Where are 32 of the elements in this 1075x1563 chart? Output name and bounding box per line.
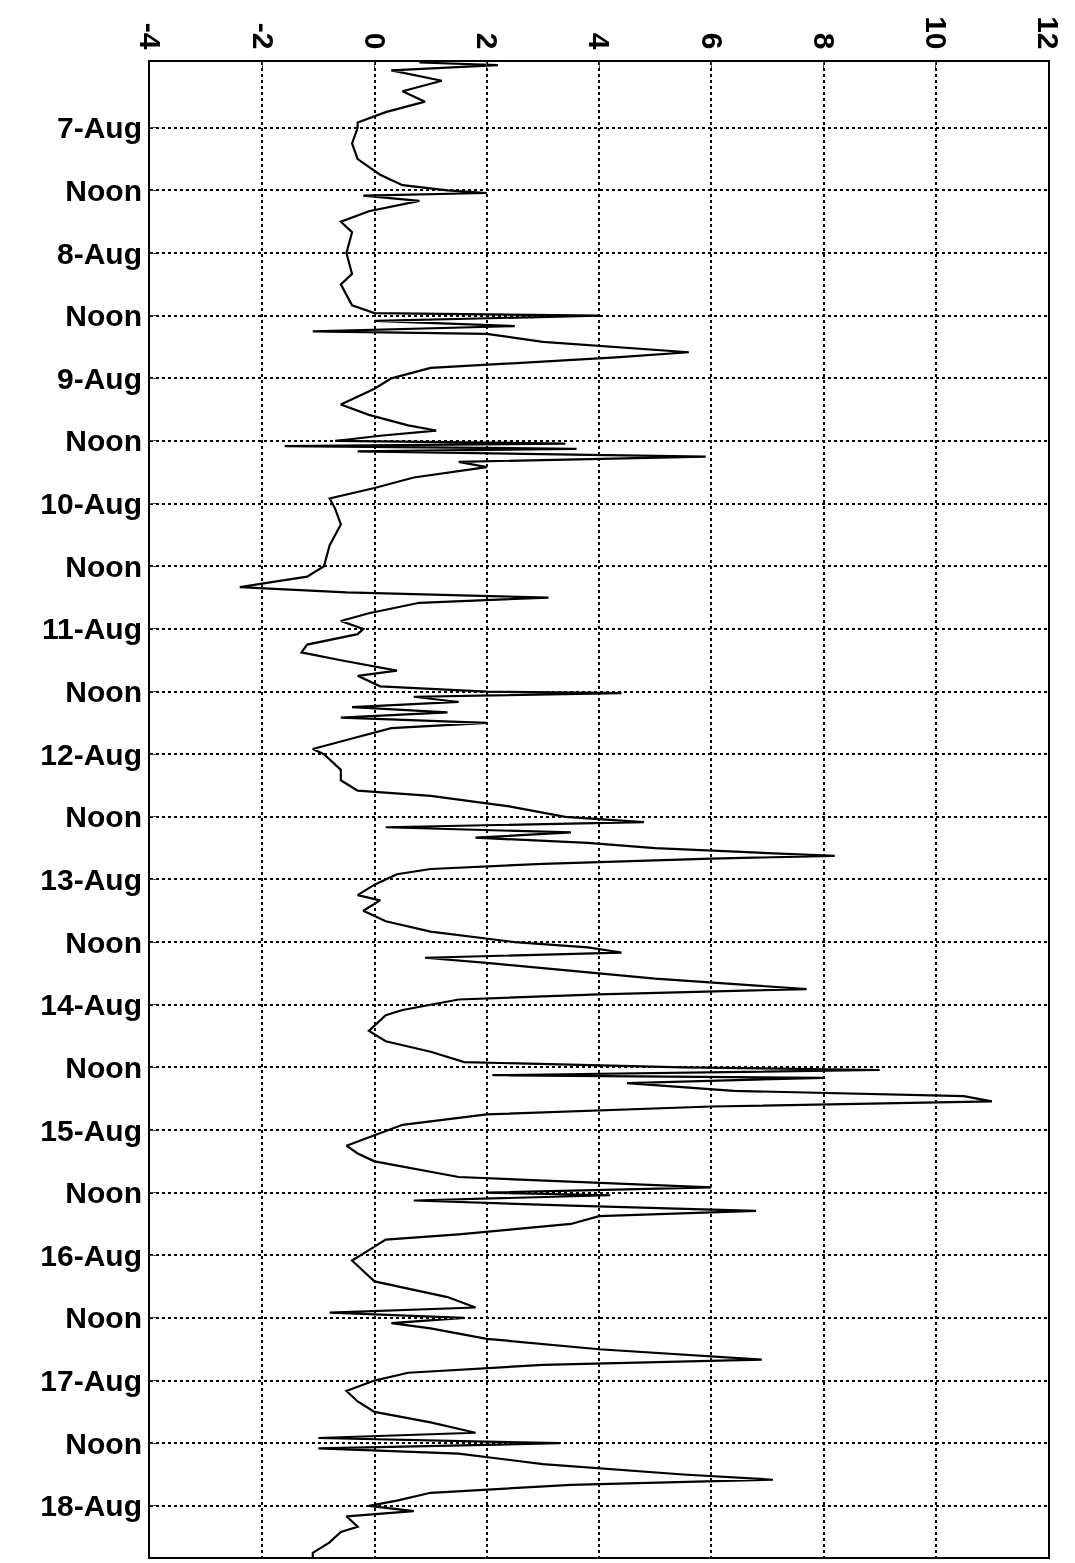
y-tick-label: Noon [65, 1301, 142, 1335]
x-tick-label: -2 [246, 22, 280, 50]
x-tick-label: 4 [583, 32, 617, 50]
y-tick-label: Noon [65, 925, 142, 959]
y-tick-label: Noon [65, 299, 142, 333]
y-tick-label: Noon [65, 424, 142, 458]
y-tick-label: 14-Aug [40, 988, 142, 1022]
x-tick-label: 10 [920, 16, 953, 50]
y-tick-label: 16-Aug [40, 1238, 142, 1272]
y-tick-label: 12-Aug [40, 737, 142, 771]
x-tick-label: 0 [358, 32, 392, 50]
y-tick-label: 10-Aug [40, 487, 142, 521]
y-tick-label: Noon [65, 549, 142, 583]
y-tick-label: Noon [65, 173, 142, 207]
y-tick-label: Noon [65, 800, 142, 834]
y-tick-label: 8-Aug [57, 236, 142, 270]
y-tick-label: 9-Aug [57, 361, 142, 395]
y-tick-label: 18-Aug [40, 1489, 142, 1523]
y-tick-label: Noon [65, 1176, 142, 1210]
y-tick-label: 13-Aug [40, 862, 142, 896]
x-tick-label: 12 [1032, 16, 1066, 50]
x-tick-label: 6 [695, 32, 729, 50]
y-tick-label: Noon [65, 675, 142, 709]
y-tick-label: Noon [65, 1426, 142, 1460]
x-tick-label: 2 [471, 32, 504, 50]
y-tick-label: 15-Aug [40, 1113, 142, 1147]
x-tick-label: 8 [807, 32, 841, 50]
x-tick-label: -4 [134, 22, 168, 50]
y-tick-label: 7-Aug [57, 111, 142, 145]
y-tick-label: Noon [65, 1050, 142, 1084]
y-tick-label: 17-Aug [40, 1364, 142, 1398]
y-tick-label: 11-Aug [41, 612, 142, 646]
